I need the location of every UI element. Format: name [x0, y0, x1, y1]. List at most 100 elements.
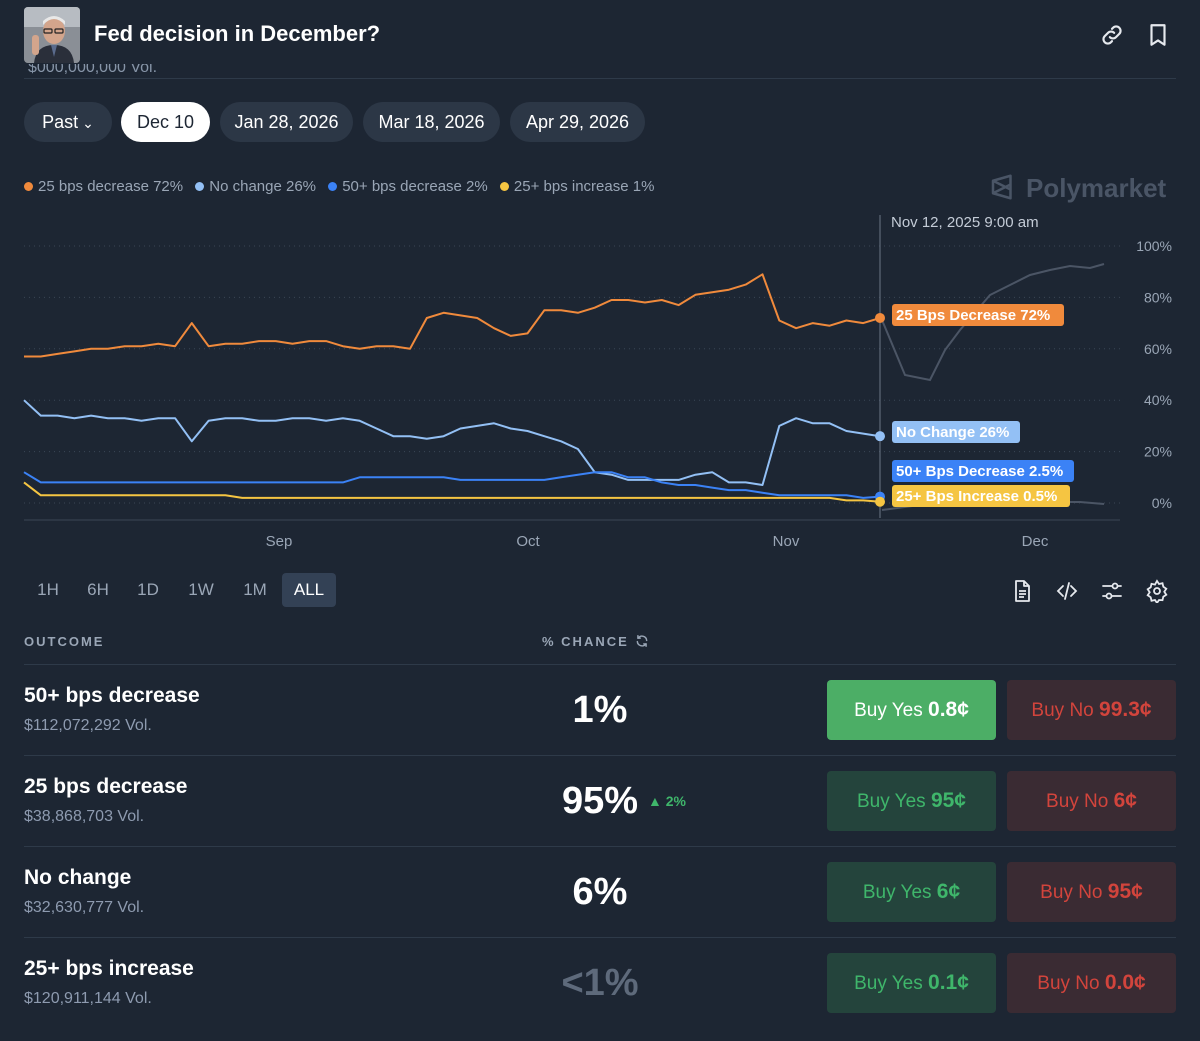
- buy-yes-button[interactable]: Buy Yes 6¢: [827, 862, 996, 922]
- y-tick-label: 100%: [1136, 238, 1172, 254]
- buy-yes-label: Buy Yes: [862, 882, 932, 903]
- legend-item: 50+ bps decrease 2%: [328, 178, 488, 195]
- settings-gear-icon[interactable]: [1145, 579, 1169, 605]
- outcome-volume: $112,072,292 Vol.: [24, 717, 152, 734]
- outcome-chance: 95%: [561, 780, 639, 822]
- timeframe-6h[interactable]: 6H: [87, 580, 109, 599]
- series-line: [23, 399, 881, 486]
- series-tag-box: [892, 421, 1020, 443]
- y-tick-label: 60%: [1144, 341, 1172, 357]
- chance-delta: ▲ 2%: [648, 793, 686, 809]
- timeframe-1m[interactable]: 1M: [243, 580, 267, 599]
- buy-no-label: Buy No: [1046, 791, 1109, 812]
- outcome-volume: $120,911,144 Vol.: [24, 990, 152, 1007]
- buy-no-label: Buy No: [1037, 973, 1100, 994]
- timeframe-1w[interactable]: 1W: [188, 580, 214, 599]
- document-icon[interactable]: [1010, 579, 1034, 603]
- outcome-volume: $38,868,703 Vol.: [24, 808, 145, 825]
- outcome-volume: $32,630,777 Vol.: [24, 899, 145, 916]
- buy-no-button[interactable]: Buy No 95¢: [1007, 862, 1176, 922]
- future-series-line: [881, 263, 1105, 382]
- x-tick-label: Nov: [773, 533, 800, 550]
- triangle-up-icon: ▲: [648, 793, 662, 809]
- polymarket-logo-icon: [991, 174, 1012, 200]
- buy-no-button[interactable]: Buy No 6¢: [1007, 771, 1176, 831]
- row-divider: [24, 846, 1176, 847]
- buy-yes-label: Buy Yes: [854, 700, 923, 721]
- chart-legend: 25 bps decrease 72% No change 26% 50+ bp…: [24, 178, 662, 195]
- legend-item: 25 bps decrease 72%: [24, 178, 183, 195]
- date-pill-mar-18[interactable]: Mar 18, 2026: [363, 102, 500, 142]
- buy-yes-price: 6¢: [936, 880, 961, 903]
- buy-yes-button[interactable]: Buy Yes 0.1¢: [827, 953, 996, 1013]
- volume-cutoff: $000,000,000 Vol.: [28, 64, 158, 76]
- series-line: [23, 471, 881, 499]
- buy-yes-label: Buy Yes: [854, 973, 923, 994]
- date-pill-past[interactable]: Past ⌄: [24, 102, 112, 142]
- outcome-column-header: OUTCOME: [24, 634, 105, 649]
- legend-item: No change 26%: [195, 178, 316, 195]
- market-header: Fed decision in December?: [0, 0, 1200, 78]
- series-end-dot: [875, 496, 885, 507]
- chance-column-header[interactable]: % CHANCE: [542, 634, 649, 649]
- embed-code-icon[interactable]: [1055, 579, 1079, 603]
- buy-no-button[interactable]: Buy No 99.3¢: [1007, 680, 1176, 740]
- x-tick-label: Sep: [266, 533, 293, 550]
- buy-no-price: 95¢: [1107, 880, 1143, 903]
- date-pill-apr-29[interactable]: Apr 29, 2026: [510, 102, 645, 142]
- legend-dot: [499, 182, 509, 191]
- outcome-name: 25 bps decrease: [24, 775, 188, 798]
- y-tick-label: 20%: [1144, 444, 1172, 460]
- outcome-chance: <1%: [561, 962, 639, 1004]
- date-pill-jan-28[interactable]: Jan 28, 2026: [220, 102, 353, 142]
- series-end-dot: [875, 312, 885, 323]
- sliders-icon[interactable]: [1100, 579, 1124, 603]
- market-avatar: [24, 7, 80, 63]
- outcome-name: 50+ bps decrease: [24, 684, 200, 707]
- timeframe-all[interactable]: ALL: [282, 573, 336, 607]
- timeframe-1d[interactable]: 1D: [137, 580, 159, 599]
- series-tag-label: 25 Bps Decrease 72%: [896, 307, 1050, 324]
- x-tick-label: Dec: [1022, 533, 1049, 550]
- date-pill-label: Past: [42, 112, 79, 132]
- refresh-icon[interactable]: [635, 634, 649, 649]
- probability-chart[interactable]: 100% 80% 60% 40% 20% 0% Sep Oct Nov Dec Nov 12, 20…: [0, 200, 1200, 560]
- series-tag-box: [892, 304, 1064, 326]
- legend-label: 25+ bps increase 1%: [513, 178, 655, 195]
- outcome-chance: 1%: [572, 689, 628, 731]
- timeframe-1h[interactable]: 1H: [37, 580, 59, 599]
- y-tick-label: 0%: [1152, 495, 1172, 511]
- buy-no-label: Buy No: [1040, 882, 1103, 903]
- bookmark-icon[interactable]: [1145, 22, 1171, 48]
- buy-yes-label: Buy Yes: [857, 791, 926, 812]
- buy-yes-price: 0.1¢: [928, 971, 969, 994]
- buy-no-button[interactable]: Buy No 0.0¢: [1007, 953, 1176, 1013]
- date-pill-dec-10[interactable]: Dec 10: [121, 102, 210, 142]
- row-divider: [24, 937, 1176, 938]
- legend-label: 25 bps decrease 72%: [38, 178, 184, 195]
- y-tick-label: 40%: [1144, 392, 1172, 408]
- copy-link-icon[interactable]: [1099, 22, 1125, 48]
- buy-yes-price: 0.8¢: [928, 698, 969, 721]
- buy-yes-button[interactable]: Buy Yes 0.8¢: [827, 680, 996, 740]
- buy-yes-button[interactable]: Buy Yes 95¢: [827, 771, 996, 831]
- chance-header-label: % CHANCE: [542, 634, 629, 649]
- legend-dot: [24, 182, 33, 191]
- y-tick-label: 80%: [1144, 289, 1172, 305]
- header-divider: [24, 78, 1176, 79]
- market-title: Fed decision in December?: [94, 21, 381, 46]
- series-tag-box: [892, 460, 1074, 482]
- row-divider: [24, 664, 1176, 665]
- series-tag-label: 25+ Bps Increase 0.5%: [896, 488, 1057, 505]
- legend-item: 25+ bps increase 1%: [499, 178, 655, 195]
- outcome-chance: 6%: [572, 871, 628, 913]
- series-line: [23, 481, 881, 503]
- series-tag-label: 50+ Bps Decrease 2.5%: [896, 463, 1063, 480]
- series-line: [24, 273, 881, 358]
- chance-delta-value: 2%: [665, 793, 686, 809]
- row-divider: [24, 755, 1176, 756]
- x-tick-label: Oct: [516, 533, 540, 550]
- chevron-down-icon: ⌄: [82, 115, 94, 131]
- legend-dot: [195, 182, 205, 191]
- buy-no-price: 99.3¢: [1099, 698, 1152, 721]
